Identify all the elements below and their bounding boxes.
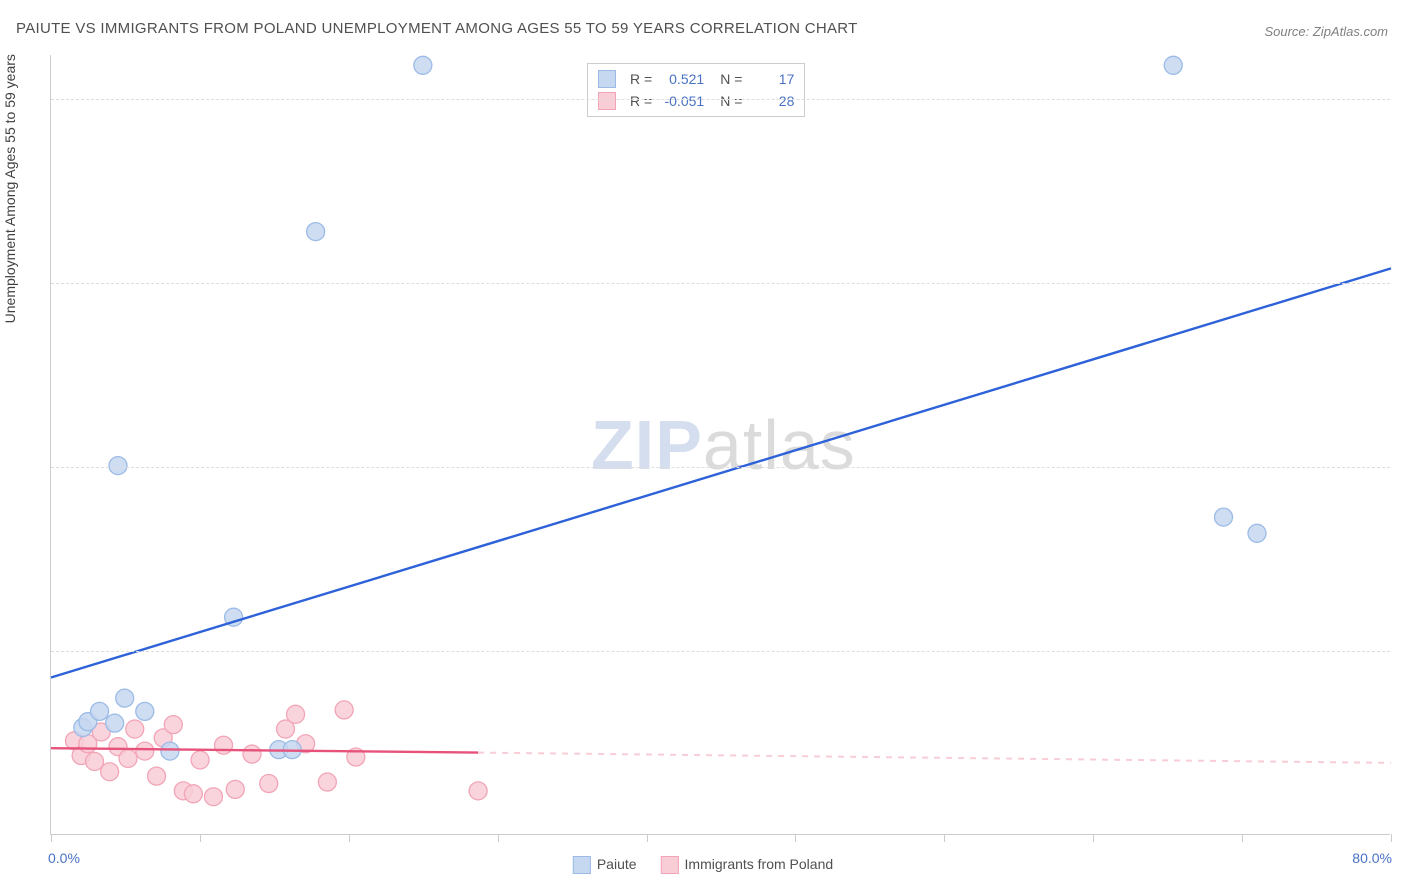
data-point xyxy=(119,749,137,767)
data-point xyxy=(1248,524,1266,542)
legend-label: Immigrants from Poland xyxy=(685,856,834,872)
data-point xyxy=(243,745,261,763)
data-point xyxy=(136,702,154,720)
trendline-paiute xyxy=(51,268,1391,677)
stats-row: R = -0.051 N = 28 xyxy=(598,90,794,112)
x-tick xyxy=(51,834,52,842)
x-tick xyxy=(349,834,350,842)
data-point xyxy=(215,736,233,754)
data-point xyxy=(1164,56,1182,74)
y-axis-label: Unemployment Among Ages 55 to 59 years xyxy=(2,54,18,323)
x-tick xyxy=(944,834,945,842)
data-point xyxy=(101,763,119,781)
trendline-poland-dashed xyxy=(478,753,1391,763)
legend-item: Immigrants from Poland xyxy=(661,856,834,874)
legend-swatch xyxy=(598,70,616,88)
data-point xyxy=(161,742,179,760)
data-point xyxy=(136,742,154,760)
data-point xyxy=(116,689,134,707)
stats-n-value: 28 xyxy=(750,93,794,109)
x-tick xyxy=(498,834,499,842)
stats-r-value: 0.521 xyxy=(660,71,704,87)
legend-swatch xyxy=(661,856,679,874)
y-tick-label: 50.0% xyxy=(1397,91,1406,107)
data-point xyxy=(164,716,182,734)
gridline xyxy=(51,283,1390,284)
x-tick xyxy=(200,834,201,842)
scatter-plot: ZIPatlas R =0.521N =17R =-0.051N =28 12.… xyxy=(50,55,1390,835)
data-point xyxy=(287,705,305,723)
gridline xyxy=(51,651,1390,652)
data-point xyxy=(260,774,278,792)
x-tick xyxy=(795,834,796,842)
stats-n-value: 17 xyxy=(750,71,794,87)
chart-title: PAIUTE VS IMMIGRANTS FROM POLAND UNEMPLO… xyxy=(16,20,858,37)
stats-n-label: N = xyxy=(720,93,742,109)
data-point xyxy=(148,767,166,785)
stats-r-value: -0.051 xyxy=(660,93,704,109)
y-tick-label: 12.5% xyxy=(1397,643,1406,659)
source-attribution: Source: ZipAtlas.com xyxy=(1264,24,1388,39)
legend-label: Paiute xyxy=(597,856,637,872)
stats-n-label: N = xyxy=(720,71,742,87)
data-point xyxy=(204,788,222,806)
data-point xyxy=(1215,508,1233,526)
x-tick xyxy=(1242,834,1243,842)
data-point xyxy=(126,720,144,738)
gridline xyxy=(51,99,1390,100)
stats-r-label: R = xyxy=(630,93,652,109)
chart-legend: Paiute Immigrants from Poland xyxy=(573,856,833,874)
x-tick xyxy=(647,834,648,842)
legend-swatch xyxy=(598,92,616,110)
legend-swatch xyxy=(573,856,591,874)
data-point xyxy=(109,457,127,475)
data-point xyxy=(307,223,325,241)
data-point xyxy=(335,701,353,719)
stats-r-label: R = xyxy=(630,71,652,87)
correlation-stats-box: R = 0.521 N = 17 R = -0.051 N = 28 xyxy=(587,63,805,117)
stats-row: R = 0.521 N = 17 xyxy=(598,68,794,90)
x-axis-max-label: 80.0% xyxy=(1352,850,1392,866)
data-point xyxy=(226,780,244,798)
data-point xyxy=(184,785,202,803)
scatter-plot-svg xyxy=(51,55,1391,835)
x-tick xyxy=(1391,834,1392,842)
data-point xyxy=(106,714,124,732)
data-point xyxy=(318,773,336,791)
legend-item: Paiute xyxy=(573,856,637,874)
data-point xyxy=(191,751,209,769)
data-point xyxy=(91,702,109,720)
y-tick-label: 37.5% xyxy=(1397,275,1406,291)
x-axis-min-label: 0.0% xyxy=(48,850,80,866)
data-point xyxy=(414,56,432,74)
data-point xyxy=(469,782,487,800)
x-tick xyxy=(1093,834,1094,842)
gridline xyxy=(51,467,1390,468)
y-tick-label: 25.0% xyxy=(1397,459,1406,475)
